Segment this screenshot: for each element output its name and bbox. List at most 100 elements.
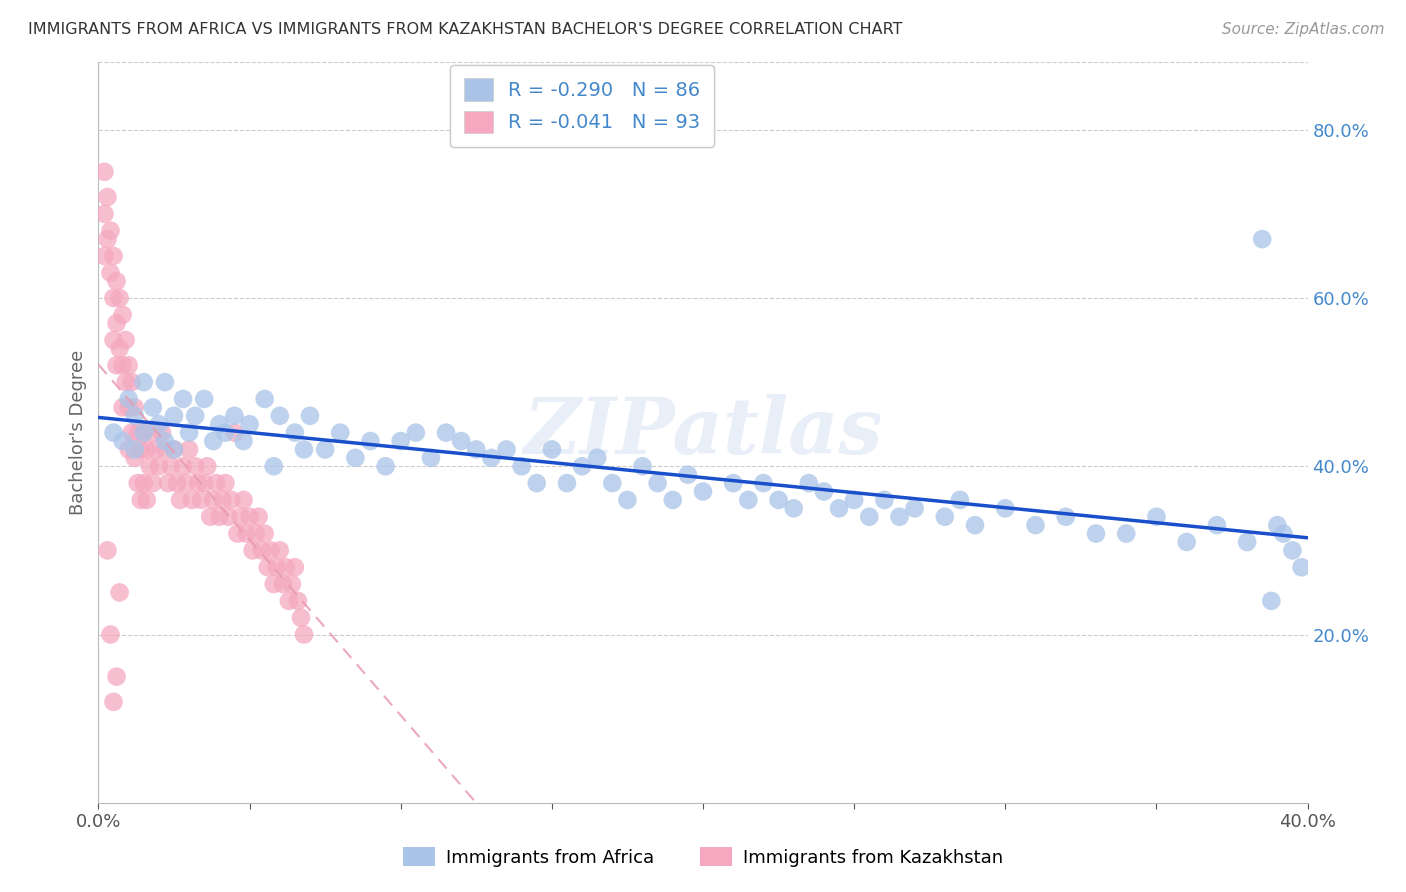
Point <box>142 476 165 491</box>
Point <box>420 450 443 465</box>
Point <box>145 442 167 457</box>
Point <box>108 585 131 599</box>
Point <box>160 459 183 474</box>
Point <box>344 450 367 465</box>
Point <box>118 392 141 406</box>
Point <box>105 316 128 330</box>
Point <box>114 375 136 389</box>
Point <box>263 577 285 591</box>
Point <box>1024 518 1046 533</box>
Point <box>934 509 956 524</box>
Point <box>127 476 149 491</box>
Point <box>179 425 201 440</box>
Point <box>904 501 927 516</box>
Point <box>813 484 835 499</box>
Point <box>184 409 207 423</box>
Point <box>166 476 188 491</box>
Point <box>187 476 209 491</box>
Point <box>752 476 775 491</box>
Point <box>193 392 215 406</box>
Point <box>111 401 134 415</box>
Point <box>148 417 170 432</box>
Point <box>1272 526 1295 541</box>
Point <box>1085 526 1108 541</box>
Point <box>132 425 155 440</box>
Point <box>737 492 759 507</box>
Text: IMMIGRANTS FROM AFRICA VS IMMIGRANTS FROM KAZAKHSTAN BACHELOR'S DEGREE CORRELATI: IMMIGRANTS FROM AFRICA VS IMMIGRANTS FRO… <box>28 22 903 37</box>
Point <box>200 509 222 524</box>
Point <box>150 425 173 440</box>
Point <box>783 501 806 516</box>
Point <box>174 476 197 491</box>
Point <box>994 501 1017 516</box>
Point <box>292 442 315 457</box>
Point <box>1054 509 1077 524</box>
Point <box>1251 232 1274 246</box>
Point <box>858 509 880 524</box>
Point <box>571 459 593 474</box>
Point <box>555 476 578 491</box>
Point <box>269 409 291 423</box>
Point <box>274 560 297 574</box>
Point <box>93 207 115 221</box>
Point <box>163 442 186 457</box>
Point <box>169 492 191 507</box>
Point <box>263 459 285 474</box>
Point <box>214 425 236 440</box>
Point <box>139 459 162 474</box>
Point <box>181 492 204 507</box>
Point <box>96 232 118 246</box>
Text: ZIPatlas: ZIPatlas <box>523 394 883 471</box>
Point <box>124 450 146 465</box>
Point <box>118 442 141 457</box>
Point <box>661 492 683 507</box>
Point <box>253 526 276 541</box>
Point <box>103 249 125 263</box>
Point <box>142 401 165 415</box>
Point <box>202 434 225 448</box>
Point <box>260 543 283 558</box>
Point <box>214 476 236 491</box>
Point <box>245 526 267 541</box>
Point <box>329 425 352 440</box>
Point <box>93 249 115 263</box>
Point <box>195 459 218 474</box>
Point <box>1291 560 1313 574</box>
Point <box>1115 526 1137 541</box>
Y-axis label: Bachelor's Degree: Bachelor's Degree <box>69 350 87 516</box>
Point <box>124 409 146 423</box>
Point <box>281 577 304 591</box>
Point <box>450 434 472 448</box>
Point <box>108 291 131 305</box>
Point <box>224 425 246 440</box>
Point <box>873 492 896 507</box>
Point <box>1236 535 1258 549</box>
Point <box>723 476 745 491</box>
Point <box>96 543 118 558</box>
Point <box>299 409 322 423</box>
Point <box>287 594 309 608</box>
Point <box>100 224 122 238</box>
Point <box>1260 594 1282 608</box>
Point <box>676 467 699 482</box>
Point <box>647 476 669 491</box>
Point <box>253 392 276 406</box>
Point <box>132 375 155 389</box>
Point <box>163 442 186 457</box>
Point <box>405 425 427 440</box>
Point <box>465 442 488 457</box>
Point <box>124 401 146 415</box>
Point <box>153 375 176 389</box>
Point <box>205 476 228 491</box>
Point <box>692 484 714 499</box>
Point <box>208 509 231 524</box>
Point <box>103 291 125 305</box>
Point <box>256 560 278 574</box>
Point <box>111 434 134 448</box>
Point <box>132 425 155 440</box>
Point <box>269 543 291 558</box>
Point <box>111 308 134 322</box>
Point <box>108 342 131 356</box>
Point <box>965 518 987 533</box>
Point <box>217 509 239 524</box>
